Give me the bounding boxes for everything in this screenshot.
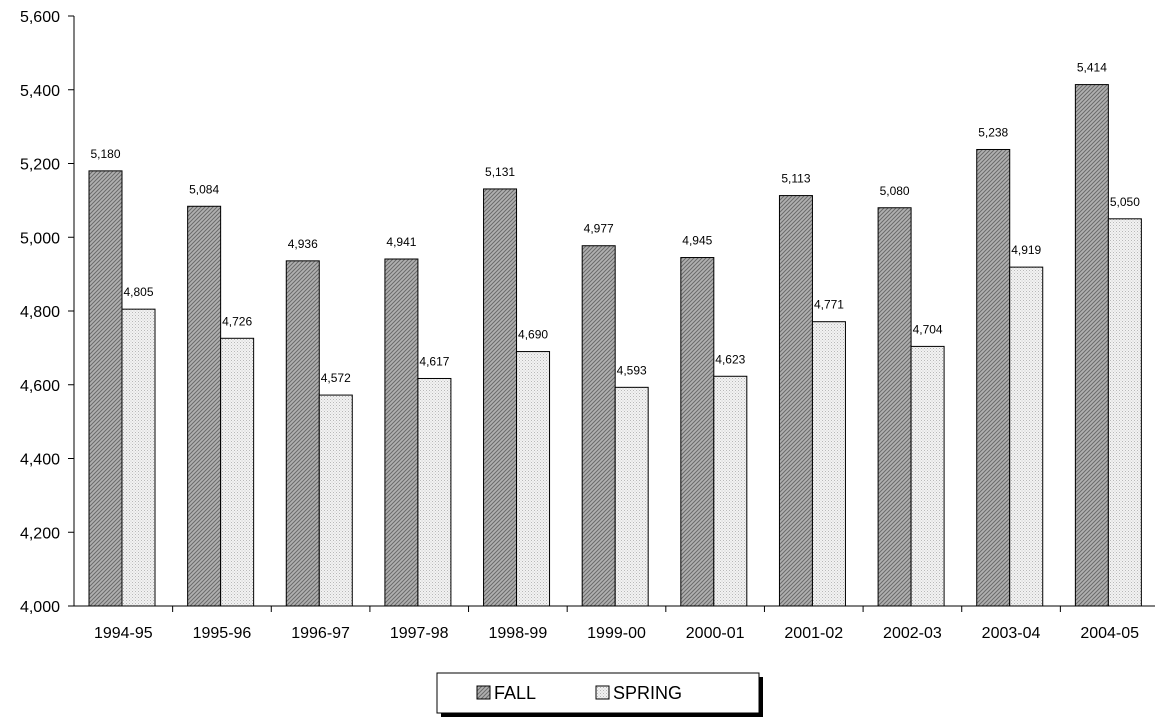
- y-tick-label: 5,600: [20, 9, 60, 26]
- y-tick-label: 4,000: [20, 599, 60, 616]
- data-label: 5,050: [1110, 195, 1140, 209]
- bar-fall: [187, 205, 222, 607]
- bar-spring: [811, 321, 846, 607]
- bar-spring: [614, 386, 649, 607]
- data-label: 4,936: [288, 237, 318, 251]
- bars: [88, 84, 1142, 607]
- data-label: 4,593: [617, 363, 647, 377]
- data-label: 4,977: [584, 222, 614, 236]
- data-label: 4,945: [682, 234, 712, 248]
- bar-fall: [976, 148, 1011, 607]
- bar-spring: [220, 337, 255, 607]
- data-label: 5,414: [1077, 61, 1107, 75]
- data-label: 4,623: [715, 352, 745, 366]
- data-label: 5,084: [189, 182, 219, 196]
- data-label: 5,113: [781, 172, 810, 186]
- x-category-label: 2004-05: [1080, 625, 1139, 642]
- x-category-label: 1995-96: [193, 625, 252, 642]
- bar-fall: [1074, 84, 1109, 607]
- bar-spring: [910, 345, 945, 607]
- bar-fall: [384, 258, 419, 607]
- legend-label-fall: FALL: [494, 683, 536, 703]
- data-label: 4,919: [1011, 243, 1041, 257]
- data-label: 4,704: [913, 322, 943, 336]
- data-label: 4,572: [321, 371, 351, 385]
- x-category-label: 1996-97: [291, 625, 350, 642]
- bar-spring: [516, 351, 551, 607]
- data-labels: 5,180 5,084 4,936 4,941 5,131 4,977 4,945 5,113…: [90, 61, 1140, 385]
- bar-spring: [1107, 218, 1142, 607]
- bar-fall: [285, 260, 320, 607]
- bar-fall: [680, 257, 715, 607]
- bar-fall: [778, 195, 813, 607]
- data-label: 5,180: [90, 147, 120, 161]
- bar-spring: [1009, 266, 1044, 607]
- data-label: 5,131: [485, 165, 515, 179]
- data-label: 5,238: [978, 125, 1008, 139]
- data-label: 4,617: [419, 354, 449, 368]
- data-label: 4,771: [814, 298, 844, 312]
- legend-swatch-spring: [595, 685, 610, 700]
- bar-fall: [877, 207, 912, 607]
- y-tick-label: 5,000: [20, 230, 60, 247]
- legend-label-spring: SPRING: [613, 683, 682, 703]
- x-category-label: 2001-02: [784, 625, 843, 642]
- y-tick-label: 4,200: [20, 525, 60, 542]
- data-label: 4,690: [518, 328, 548, 342]
- bar-spring: [318, 394, 353, 607]
- legend-swatch-fall: [476, 685, 491, 700]
- data-label: 4,726: [222, 314, 252, 328]
- y-tick-label: 4,800: [20, 304, 60, 321]
- x-category-label: 1998-99: [489, 625, 548, 642]
- x-category-label: 2000-01: [686, 625, 745, 642]
- x-category-label: 1994-95: [94, 625, 153, 642]
- x-category-label: 2003-04: [982, 625, 1041, 642]
- y-tick-label: 5,400: [20, 83, 60, 100]
- y-tick-label: 4,600: [20, 378, 60, 395]
- y-tick-label: 5,200: [20, 157, 60, 174]
- y-tick-label: 4,400: [20, 452, 60, 469]
- data-label: 5,080: [880, 184, 910, 198]
- bar-fall: [581, 245, 616, 607]
- x-category-label: 2002-03: [883, 625, 942, 642]
- bar-spring: [713, 375, 748, 607]
- x-category-label: 1997-98: [390, 625, 449, 642]
- bar-fall: [483, 188, 518, 607]
- data-label: 4,805: [123, 285, 153, 299]
- data-label: 4,941: [386, 235, 416, 249]
- bar-fall: [88, 170, 123, 607]
- axes: 4,000 4,200 4,400 4,600 4,800 5,000 5,200 5,400…: [20, 9, 1155, 642]
- bar-spring: [417, 377, 452, 607]
- bar-spring: [121, 308, 156, 607]
- legend: FALL SPRING: [436, 672, 763, 717]
- x-category-label: 1999-00: [587, 625, 646, 642]
